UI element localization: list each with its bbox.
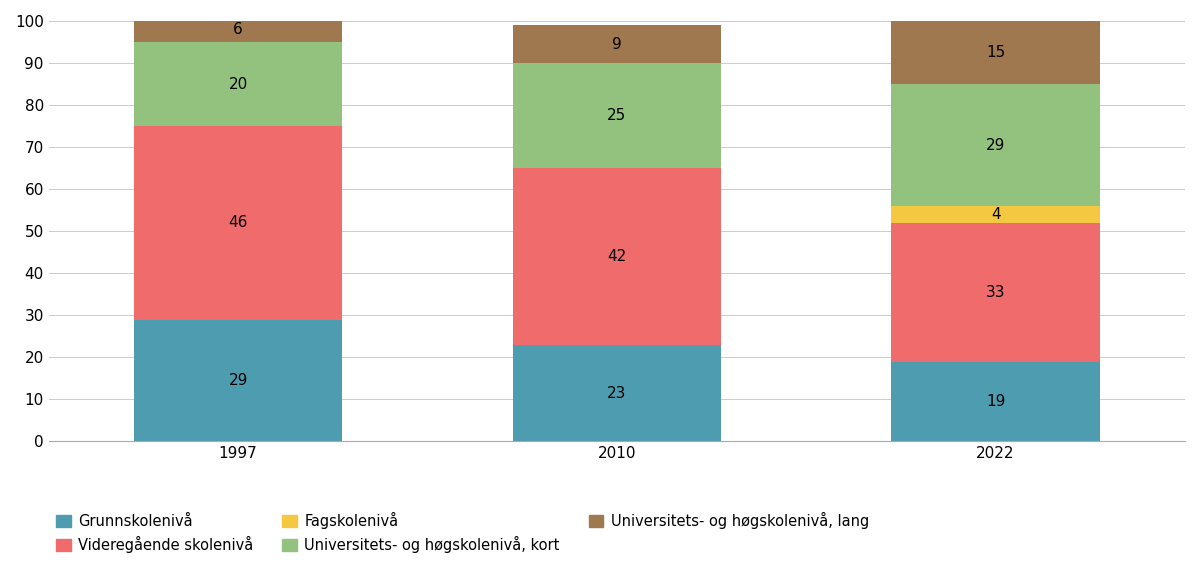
Text: 33: 33: [986, 285, 1006, 300]
Bar: [892, 206, 1099, 223]
Text: 42: 42: [607, 249, 626, 264]
Bar: [512, 25, 721, 63]
Text: 29: 29: [986, 138, 1006, 152]
Bar: [134, 126, 342, 320]
Text: 9: 9: [612, 37, 622, 51]
Legend: Grunnskolenivå, Videregående skolenivå, Fagskolenivå, Universitets- og høgskolen: Grunnskolenivå, Videregående skolenivå, …: [56, 512, 869, 553]
Text: 20: 20: [228, 77, 247, 91]
Text: 6: 6: [233, 22, 242, 37]
Text: 4: 4: [991, 207, 1001, 222]
Bar: [512, 345, 721, 441]
Bar: [134, 320, 342, 441]
Text: 15: 15: [986, 45, 1006, 60]
Bar: [892, 361, 1099, 441]
Text: 23: 23: [607, 385, 626, 401]
Bar: [892, 21, 1099, 84]
Bar: [512, 168, 721, 345]
Text: 25: 25: [607, 108, 626, 123]
Bar: [892, 84, 1099, 206]
Text: 19: 19: [986, 394, 1006, 409]
Bar: [892, 223, 1099, 361]
Text: 46: 46: [228, 215, 248, 230]
Text: 29: 29: [228, 373, 248, 388]
Bar: [134, 17, 342, 42]
Bar: [134, 42, 342, 126]
Bar: [512, 63, 721, 168]
